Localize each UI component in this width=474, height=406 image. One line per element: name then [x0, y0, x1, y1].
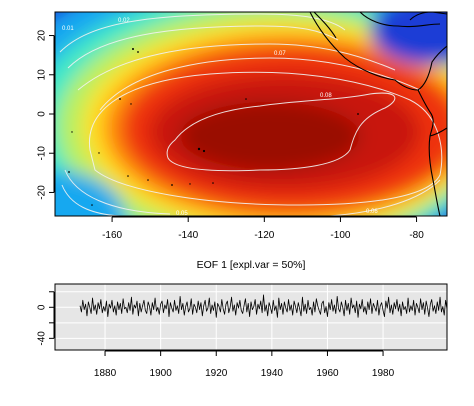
timeseries-x-axis: 1880 1900 1920 1940 1960 1980 [94, 350, 395, 379]
y-tick-label: 0 [37, 304, 48, 310]
coastline [309, 12, 447, 216]
contour-label: 0.06 [366, 209, 378, 215]
island-dot [212, 182, 214, 184]
eof-map-panel: 0.01 0.02 0.07 0.08 0.06 0.05 [37, 11, 448, 241]
island-dot [130, 103, 132, 105]
contour-line [99, 57, 421, 111]
contour-labels: 0.01 0.02 0.07 0.08 0.06 0.05 [62, 18, 378, 217]
timeseries-grid [55, 284, 447, 350]
y-tick-label: 0 [37, 111, 48, 117]
timeseries-background [55, 284, 447, 350]
x-tick-label: -160 [102, 230, 122, 241]
timeseries-title: EOF 1 [expl.var = 50%] [197, 259, 306, 271]
contour-line [64, 169, 171, 215]
y-tick-label: 20 [37, 30, 48, 42]
coastline-central-america [309, 12, 447, 91]
x-tick-label: -140 [178, 230, 198, 241]
coastline-gulf [359, 12, 441, 28]
map-x-axis: -160 -140 -120 -100 -80 [102, 216, 424, 241]
series-line [79, 294, 447, 318]
contour-label: 0.02 [118, 18, 130, 24]
x-tick-label: 1940 [261, 368, 284, 379]
x-tick-label: 1900 [150, 368, 173, 379]
island-dot [171, 184, 173, 186]
contour-label: 0.08 [320, 93, 332, 99]
contour-line [67, 25, 339, 69]
x-tick-label: -80 [409, 230, 424, 241]
contour-label: 0.05 [176, 211, 188, 217]
coastline-baja [313, 12, 337, 39]
island-dot [127, 175, 129, 177]
contour-line [61, 184, 121, 216]
x-tick-label: 1960 [316, 368, 339, 379]
y-tick-label: 10 [37, 69, 48, 81]
timeseries-frame [54, 283, 448, 351]
island-dot [202, 149, 206, 153]
island-dot [137, 51, 139, 53]
x-tick-label: -100 [330, 230, 350, 241]
island-dot [132, 48, 134, 50]
contour-label: 0.07 [274, 51, 286, 57]
island-dot [71, 131, 73, 133]
island-dot [245, 98, 247, 100]
island-dot [98, 152, 100, 154]
map-y-axis: -20 -10 0 10 20 [37, 30, 55, 200]
x-tick-label: 1880 [94, 368, 117, 379]
island-dot [119, 98, 121, 100]
island-dot [91, 204, 93, 206]
coastline-peru-bend [429, 127, 447, 137]
heatmap-band-8 [180, 102, 360, 170]
island-dot [357, 113, 359, 115]
contour-line [329, 179, 441, 216]
island-dot [197, 147, 201, 151]
x-tick-label: -120 [254, 230, 274, 241]
contour-line [88, 71, 443, 206]
contour-lines [59, 13, 443, 216]
x-tick-label: 1920 [205, 368, 228, 379]
map-frame [54, 11, 448, 217]
x-tick-label: 1980 [372, 368, 395, 379]
timeseries-y-axis: -40 0 [37, 291, 55, 346]
timeseries-panel: 1880 1900 1920 1940 1960 1980 -40 0 [37, 283, 448, 379]
y-tick-label: -40 [37, 331, 48, 346]
contour-label: 0.01 [62, 26, 74, 32]
island-dot [189, 183, 191, 185]
y-tick-label: -20 [37, 185, 48, 200]
island-dot [147, 179, 149, 181]
contour-line [166, 92, 396, 172]
island-dot [68, 171, 70, 173]
y-tick-label: -10 [37, 146, 48, 161]
heatmap-field [55, 12, 447, 216]
contour-line [77, 43, 396, 91]
island-dots [68, 48, 359, 206]
